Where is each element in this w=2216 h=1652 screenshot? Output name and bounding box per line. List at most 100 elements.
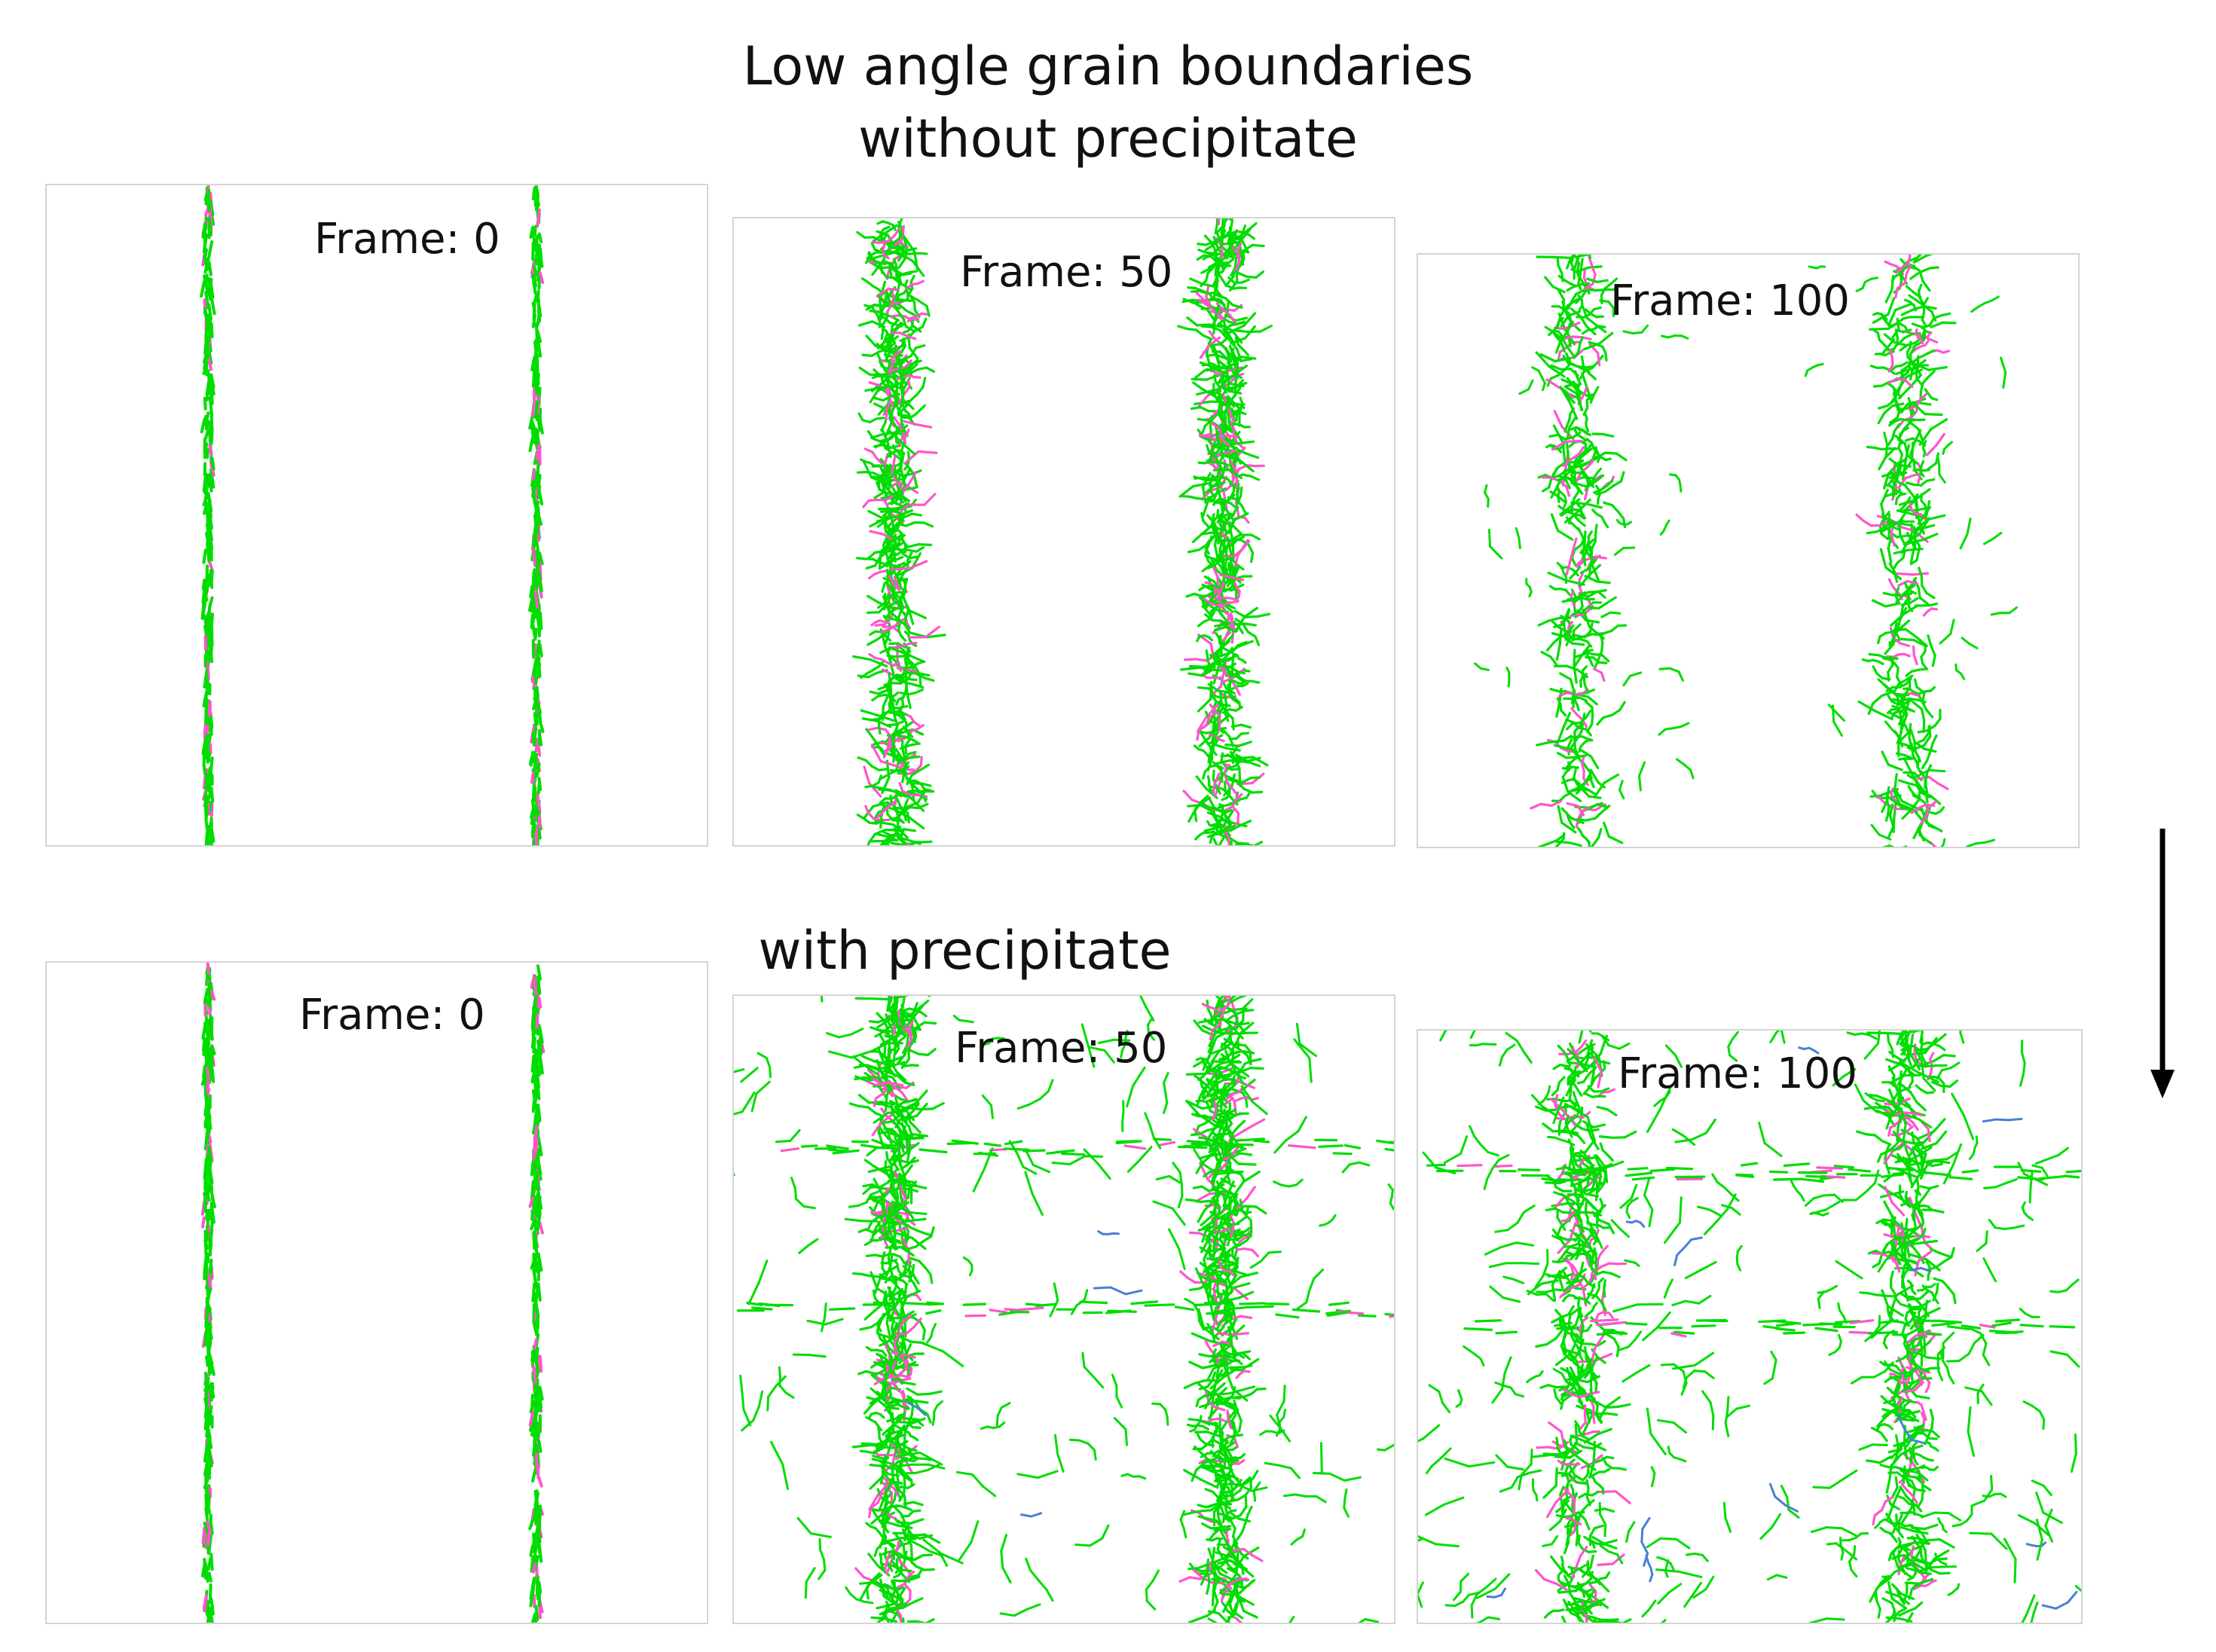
dislocation-segment: [1917, 475, 1921, 484]
dislocation-segment: [1214, 220, 1219, 235]
dislocation-segment: [868, 652, 877, 660]
dislocation-segment: [1930, 397, 1939, 402]
dislocation-segment: [532, 302, 536, 321]
dislocation-segment: [209, 463, 215, 477]
dislocation-segment: [1594, 524, 1598, 535]
dislocation-segment: [1916, 515, 1925, 535]
dislocation-segment: [900, 538, 909, 548]
dislocation-segment: [1592, 836, 1600, 846]
dislocation-segment: [1568, 416, 1577, 429]
frame-label: Frame: 50: [960, 248, 1173, 297]
dislocation-segment: [1887, 476, 1895, 487]
dislocation-segment: [1544, 325, 1553, 332]
dislocation-segment: [890, 412, 894, 423]
dislocation-segment: [892, 808, 911, 820]
dislocation-segment: [1227, 759, 1245, 763]
dislocation-segment: [918, 404, 926, 411]
dislocation-segment: [1835, 711, 1845, 722]
dislocation-segment: [1195, 796, 1211, 809]
dislocation-segment: [533, 712, 538, 726]
dislocation-segment: [1574, 383, 1582, 386]
dislocation-segment: [1887, 663, 1894, 673]
dislocation-segment: [202, 472, 208, 493]
dislocation-segment: [1218, 328, 1227, 339]
dislocation-segment: [897, 767, 906, 775]
dislocation-segment: [1897, 386, 1912, 400]
dislocation-segment: [1882, 591, 1894, 597]
dislocation-segment: [1215, 785, 1221, 795]
dislocation-segment: [895, 269, 904, 276]
dislocation-segment: [1919, 479, 1928, 487]
dislocation-segment: [1912, 342, 1921, 348]
dislocation-segment: [206, 1557, 212, 1571]
dislocation-segment: [1230, 247, 1236, 257]
dislocation-segment: [1573, 766, 1578, 780]
dislocation-segment: [1574, 747, 1580, 759]
dislocation-segment: [1218, 611, 1229, 623]
frame-label: Frame: 100: [1610, 276, 1851, 325]
dislocation-segment: [876, 713, 895, 722]
dislocation-segment: [1505, 667, 1511, 673]
dislocation-segment: [1545, 378, 1557, 387]
dislocation-segment: [1563, 436, 1575, 441]
dislocation-segment: [203, 501, 209, 515]
dislocation-segment: [1872, 313, 1890, 324]
dislocation-segment: [1240, 540, 1251, 551]
dislocation-segment: [1895, 676, 1903, 687]
dislocation-segment: [200, 417, 206, 434]
dislocation-segment: [884, 801, 896, 811]
dislocation-segment: [888, 646, 909, 656]
dislocation-segment: [1593, 774, 1600, 784]
dislocation-segment: [1563, 385, 1579, 395]
dislocation-segment: [1199, 405, 1210, 413]
dislocation-segment: [1557, 264, 1563, 274]
dislocation-segment: [2008, 606, 2018, 615]
dislocation-segment: [532, 292, 539, 305]
dislocation-segment: [1942, 350, 1951, 354]
dislocation-segment: [1904, 437, 1914, 442]
dislocation-segment: [1585, 765, 1592, 774]
dislocation-segment: [1983, 299, 1993, 305]
dislocation-segment: [1570, 590, 1575, 598]
dislocation-segment: [1561, 345, 1566, 353]
dislocation-segment: [1900, 637, 1915, 642]
dislocation-segment: [907, 755, 921, 759]
dislocation-segment: [1561, 775, 1570, 793]
dislocation-segment: [1914, 740, 1926, 750]
dislocation-segment: [906, 310, 915, 316]
dislocation-segment: [1890, 655, 1894, 667]
dislocation-segment: [1880, 690, 1894, 698]
dislocation-segment: [1547, 571, 1567, 582]
dislocation-segment: [1203, 606, 1211, 615]
dislocation-segment: [1215, 526, 1224, 533]
dislocation-segment: [891, 691, 900, 699]
dislocation-network: [1474, 255, 2018, 847]
dislocation-segment: [1233, 440, 1255, 445]
dislocation-segment: [535, 762, 541, 777]
dislocation-segment: [1576, 704, 1580, 712]
dislocation-segment: [535, 569, 540, 590]
dislocation-segment: [888, 397, 895, 409]
dislocation-segment: [913, 782, 925, 786]
dislocation-segment: [894, 716, 899, 727]
dislocation-segment: [902, 481, 912, 493]
dislocation-segment: [1887, 547, 1893, 564]
dislocation-segment: [1208, 710, 1218, 719]
dislocation-segment: [1582, 542, 1586, 556]
dislocation-segment: [909, 471, 918, 484]
dislocation-segment: [203, 1442, 209, 1463]
dislocation-segment: [925, 366, 935, 373]
dislocation-segment: [1228, 313, 1236, 324]
dislocation-segment: [1909, 799, 1920, 811]
dislocation-segment: [1893, 773, 1898, 794]
dislocation-segment: [1540, 650, 1552, 658]
dislocation-segment: [1606, 478, 1614, 487]
dislocation-segment: [897, 810, 904, 819]
panel-with-frame-0: Frame: 0: [45, 961, 708, 1624]
dislocation-segment: [1227, 836, 1230, 845]
dislocation-segment: [204, 193, 209, 206]
dislocation-segment: [1209, 836, 1213, 844]
dislocation-segment: [207, 628, 212, 646]
dislocation-segment: [1897, 579, 1909, 587]
dislocation-segment: [1880, 489, 1889, 505]
